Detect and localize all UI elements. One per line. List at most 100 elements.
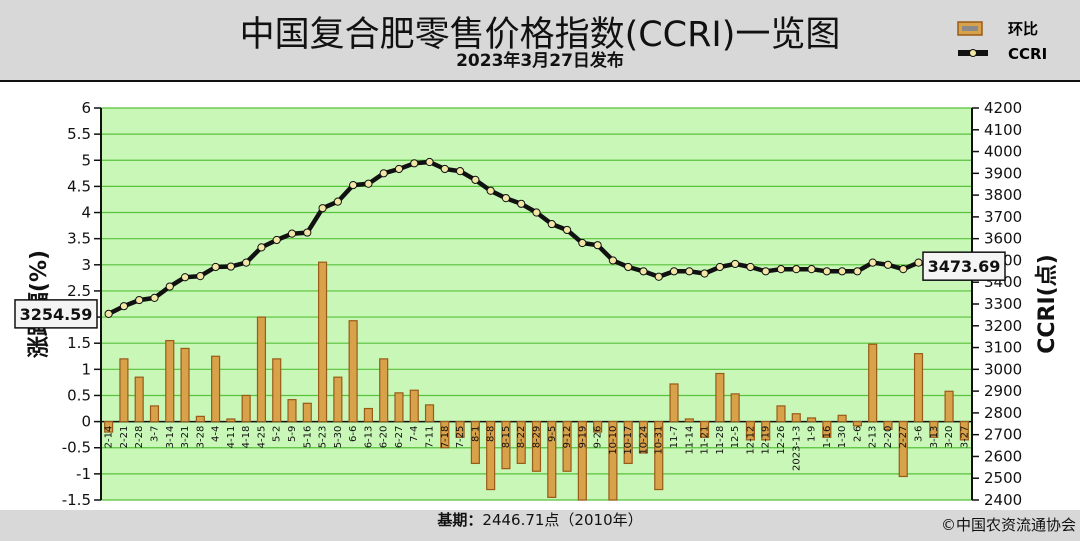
bar xyxy=(577,421,587,501)
x-tick-label: 2-20 xyxy=(883,426,894,449)
right-tick-label: 3300 xyxy=(984,295,1022,313)
bar xyxy=(913,353,924,423)
x-tick-label: 3-14 xyxy=(165,426,176,449)
x-tick-label: 10-31 xyxy=(654,426,665,455)
ccri-point xyxy=(501,194,511,203)
ccri-point xyxy=(196,272,205,281)
bar xyxy=(424,404,435,423)
right-tick-label: 3700 xyxy=(984,208,1022,226)
x-tick-label: 3-28 xyxy=(195,426,206,449)
x-tick-label: 11-14 xyxy=(684,426,695,455)
ccri-point xyxy=(593,241,602,250)
x-tick-label: 6-20 xyxy=(379,426,390,449)
ccri-point xyxy=(104,309,113,318)
x-tick-label: 4-4 xyxy=(211,426,222,442)
ccri-point xyxy=(135,295,144,305)
right-tick-label: 4100 xyxy=(984,121,1022,139)
ccri-point xyxy=(685,267,694,276)
left-tick-label: 3 xyxy=(81,256,91,274)
right-tick-label: 2700 xyxy=(984,426,1022,444)
x-tick-label: 2-28 xyxy=(134,426,145,449)
x-tick-label: 8-29 xyxy=(532,426,543,449)
bar xyxy=(745,421,756,441)
ccri-point xyxy=(838,267,847,276)
bar xyxy=(119,358,129,423)
ccri-point xyxy=(364,179,373,188)
legend-bar-label: 环比 xyxy=(1008,20,1038,38)
bar xyxy=(822,421,832,438)
bar xyxy=(531,421,542,472)
legend-swatches: 环比 CCRI xyxy=(957,20,1047,63)
left-tick-label: 1 xyxy=(81,360,91,378)
bar xyxy=(455,421,465,438)
x-tick-label: 3-6 xyxy=(914,426,925,442)
bar xyxy=(104,421,114,433)
x-tick-label: 8-8 xyxy=(486,426,497,442)
ccri-point xyxy=(318,204,327,213)
ccri-point xyxy=(624,262,633,272)
left-tick-label: 5 xyxy=(81,151,91,169)
bar xyxy=(806,417,817,423)
bar xyxy=(501,421,511,470)
right-axis-title: CCRI(点) xyxy=(1034,254,1060,354)
bar xyxy=(761,421,771,441)
ccri-point xyxy=(180,273,190,282)
bar xyxy=(363,407,373,423)
ccri-point xyxy=(547,219,556,229)
right-tick-label: 3900 xyxy=(984,164,1022,182)
x-tick-label: 8-1 xyxy=(470,426,481,442)
ccri-point xyxy=(853,267,862,276)
x-tick-label: 1-9 xyxy=(807,426,818,442)
ccri-point xyxy=(807,265,816,274)
left-tick-label: 6 xyxy=(81,99,91,117)
ccri-point xyxy=(669,267,679,276)
ccri-point xyxy=(486,186,495,195)
x-tick-label: 7-4 xyxy=(409,426,420,442)
x-tick-label: 7-25 xyxy=(455,426,466,449)
chart-title: 中国复合肥零售价格指数(CCRI)一览图 xyxy=(239,15,841,55)
bar xyxy=(944,390,954,423)
bar xyxy=(837,414,847,423)
start-value-label: 3254.59 xyxy=(20,305,93,324)
ccri-point xyxy=(792,265,801,274)
left-tick-label: 1.5 xyxy=(67,334,91,352)
bar xyxy=(440,421,450,449)
ccri-point xyxy=(914,258,923,267)
ccri-point xyxy=(608,256,618,265)
x-tick-label: 3-7 xyxy=(149,426,160,442)
x-tick-label: 1-30 xyxy=(837,426,848,449)
ccri-point xyxy=(746,262,755,272)
bar xyxy=(470,421,480,465)
bar xyxy=(669,383,679,423)
bar xyxy=(287,399,297,423)
bar xyxy=(700,421,710,438)
right-tick-label: 3600 xyxy=(984,230,1022,248)
x-tick-label: 5-9 xyxy=(287,426,298,442)
x-tick-label: 4-25 xyxy=(256,426,267,449)
x-tick-label: 8-22 xyxy=(516,426,527,449)
x-tick-label: 6-13 xyxy=(363,426,374,449)
left-tick-label: -1.5 xyxy=(62,491,91,509)
left-tick-label: 4 xyxy=(81,204,91,222)
x-tick-label: 2023-1-3 xyxy=(791,426,802,471)
bar xyxy=(165,339,175,423)
bar xyxy=(791,413,801,423)
ccri-point xyxy=(776,265,786,274)
bar xyxy=(302,402,312,423)
ccri-point xyxy=(471,175,480,184)
x-tick-label: 12-26 xyxy=(776,426,787,455)
x-tick-label: 3-20 xyxy=(944,426,955,449)
x-tick-label: 11-7 xyxy=(669,426,680,449)
x-tick-label: 2-13 xyxy=(868,426,879,449)
x-tick-label: 3-13 xyxy=(929,426,940,449)
x-tick-label: 7-18 xyxy=(440,426,451,449)
ccri-point xyxy=(562,225,572,235)
x-tick-label: 5-30 xyxy=(333,426,344,449)
legend-line-label: CCRI xyxy=(1008,45,1047,63)
x-tick-label: 4-18 xyxy=(241,426,252,449)
ccri-point xyxy=(333,197,342,206)
x-tick-label: 10-17 xyxy=(623,426,634,455)
ccri-point xyxy=(868,258,877,267)
ccri-point xyxy=(410,159,419,168)
x-tick-label: 11-28 xyxy=(715,426,726,455)
